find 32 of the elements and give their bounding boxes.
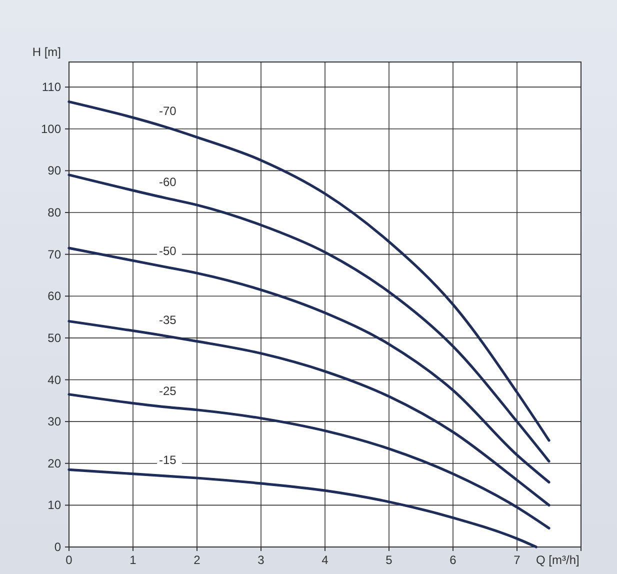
x-tick-label: 1 xyxy=(130,553,137,567)
line-series xyxy=(68,100,550,442)
y-tick-label: 70 xyxy=(48,247,62,262)
x-tick-label: 0 xyxy=(66,553,73,567)
series-label: -60 xyxy=(159,174,177,189)
y-tick-label: 100 xyxy=(40,122,62,136)
series-label: -25 xyxy=(159,384,177,398)
y-tick-label: 30 xyxy=(48,414,62,429)
x-tick-label: 2 xyxy=(194,553,201,567)
y-tick-label: 80 xyxy=(48,206,62,220)
x-axis-title: Q [m³/h] xyxy=(536,553,580,567)
series-label: -50 xyxy=(159,244,177,258)
x-tick-label: 7 xyxy=(514,553,521,567)
y-axis-title: H [m] xyxy=(32,45,61,59)
line-series xyxy=(68,174,550,463)
y-tick-label: 60 xyxy=(48,289,62,304)
series-label: -70 xyxy=(159,104,177,118)
y-tick-label: 20 xyxy=(48,456,62,470)
x-tick-label: 5 xyxy=(386,553,393,567)
x-tick-label: 6 xyxy=(450,553,457,567)
y-tick-label: 50 xyxy=(48,330,62,345)
y-tick-label: 0 xyxy=(54,540,62,554)
y-tick-label: 110 xyxy=(42,80,62,94)
x-tick-label: 3 xyxy=(258,553,265,567)
x-tick-label: 4 xyxy=(322,553,329,567)
y-tick-label: 40 xyxy=(48,372,62,387)
y-tick-label: 90 xyxy=(48,164,62,178)
y-tick-label: 10 xyxy=(48,498,62,512)
series-label: -15 xyxy=(159,452,177,467)
line-series xyxy=(68,246,550,484)
line-series xyxy=(68,468,538,548)
series-label: -35 xyxy=(159,312,177,327)
